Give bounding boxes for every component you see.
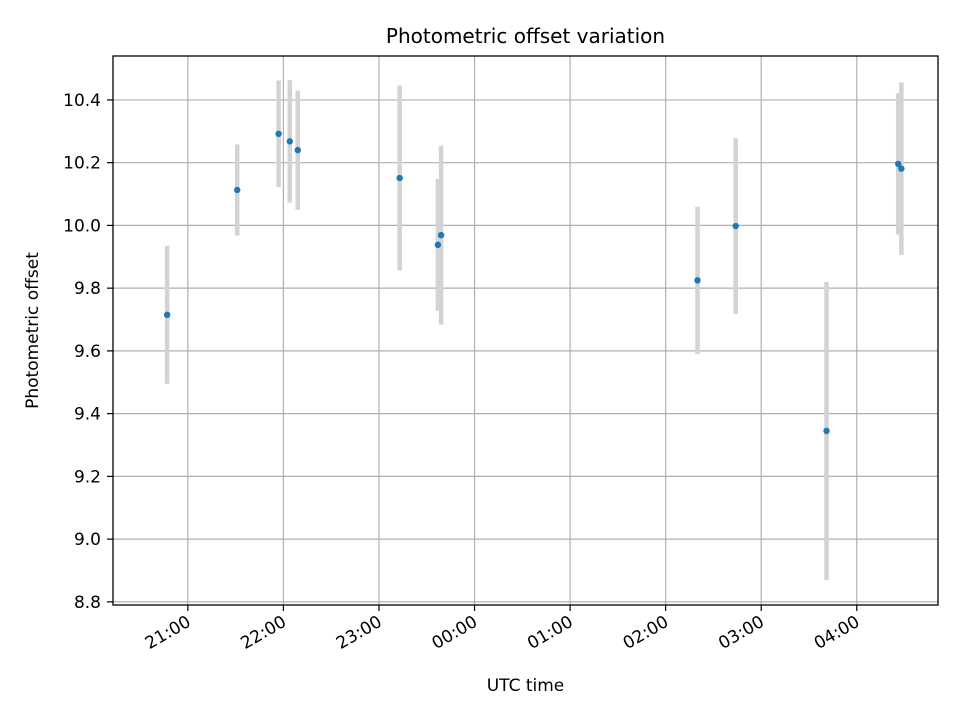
data-point	[823, 427, 830, 435]
grid	[113, 56, 938, 605]
data-point	[294, 146, 301, 154]
y-tick-label: 10.2	[63, 154, 101, 174]
data-point	[234, 186, 241, 194]
chart-title: Photometric offset variation	[386, 24, 665, 48]
y-tick-label: 9.0	[74, 530, 101, 550]
x-axis-label: UTC time	[487, 676, 565, 696]
data-point	[694, 277, 701, 284]
x-tick-label: 04:00	[811, 612, 863, 654]
data-point	[894, 160, 902, 168]
data-point	[275, 130, 282, 138]
data-point	[437, 231, 445, 239]
x-tick-label: 23:00	[333, 612, 385, 654]
y-tick-label: 9.8	[74, 279, 101, 299]
data-point	[286, 138, 293, 145]
y-tick-label: 9.6	[74, 342, 101, 362]
x-tick-label: 21:00	[142, 612, 194, 654]
x-tick-label: 22:00	[237, 612, 289, 654]
x-tick-label: 01:00	[524, 612, 576, 654]
y-tick-label: 9.2	[74, 467, 101, 487]
data-point	[434, 241, 442, 249]
error-bars	[164, 80, 904, 580]
y-axis-label: Photometric offset	[23, 252, 43, 409]
y-tick-label: 10.0	[63, 216, 101, 236]
data-point	[898, 165, 905, 172]
data-points	[163, 130, 905, 435]
y-tick-label: 9.4	[74, 405, 101, 425]
x-tick-label: 02:00	[620, 612, 672, 654]
x-tick-label: 00:00	[429, 612, 481, 654]
x-tick-label: 03:00	[715, 612, 767, 654]
axis-ticks: 21:00 22:00 23:00 00:00 01:00 02:00 03:00 04:00…	[63, 91, 863, 654]
data-point	[163, 311, 171, 319]
plot-frame	[112, 55, 939, 606]
y-tick-label: 10.4	[63, 91, 101, 111]
y-tick-label: 8.8	[74, 593, 101, 613]
data-point	[396, 174, 403, 182]
data-point	[732, 222, 739, 230]
